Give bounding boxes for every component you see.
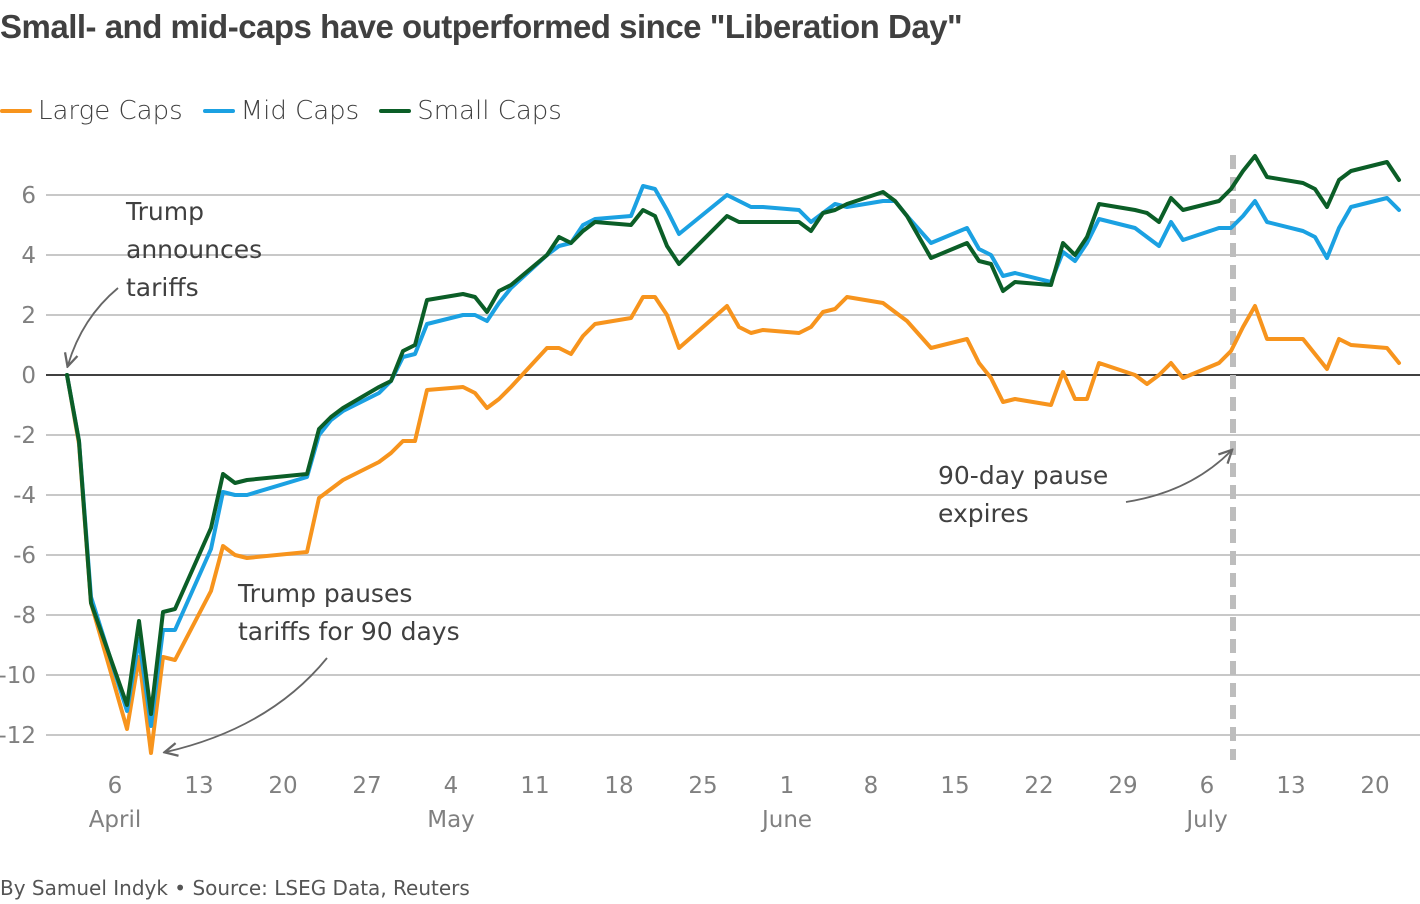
legend-label-mid-caps: Mid Caps xyxy=(240,96,360,126)
x-tick-label: 8 xyxy=(864,773,879,799)
y-tick-label: 4 xyxy=(21,243,36,269)
y-tick-label: 6 xyxy=(21,183,36,209)
annotation-text: Trump xyxy=(125,197,204,226)
series-line-small-caps xyxy=(65,154,1401,716)
legend-swatch-mid-caps xyxy=(202,109,235,113)
legend-item-mid-caps: Mid Caps xyxy=(202,96,360,126)
legend-item-large-caps: Large Caps xyxy=(0,96,183,126)
x-tick-label: 13 xyxy=(184,773,213,799)
x-tick-label: 27 xyxy=(352,773,381,799)
x-month-label: June xyxy=(760,807,812,833)
y-tick-label: -8 xyxy=(13,603,36,629)
y-tick-label: -6 xyxy=(13,543,36,569)
annotation-text: tariffs xyxy=(126,273,199,302)
arrow-announces-tariffs xyxy=(68,287,119,365)
y-tick-label: 2 xyxy=(21,303,36,329)
x-tick-label: 11 xyxy=(520,773,549,799)
x-tick-label: 20 xyxy=(1360,773,1389,799)
x-month-label: April xyxy=(89,807,142,833)
source-footer: By Samuel Indyk • Source: LSEG Data, Reu… xyxy=(0,876,470,900)
x-tick-label: 6 xyxy=(1200,773,1215,799)
x-tick-label: 25 xyxy=(688,773,717,799)
x-tick-label: 20 xyxy=(268,773,297,799)
x-tick-label: 6 xyxy=(108,773,123,799)
x-tick-label: 29 xyxy=(1108,773,1137,799)
y-tick-label: -2 xyxy=(13,423,36,449)
legend-item-small-caps: Small Caps xyxy=(379,96,562,126)
annotation-text: announces xyxy=(126,235,262,264)
legend-swatch-small-caps xyxy=(379,109,412,113)
series-lines xyxy=(65,154,1401,755)
legend-swatch-large-caps xyxy=(0,109,32,113)
gridlines xyxy=(46,194,1420,736)
annotation-text: tariffs for 90 days xyxy=(238,617,460,646)
x-month-label: May xyxy=(427,807,475,833)
arrow-pause-expires xyxy=(1125,451,1231,503)
annotation-text: Trump pauses xyxy=(237,579,412,608)
x-tick-label: 18 xyxy=(604,773,633,799)
annotations: Trump announces tariffs Trump pauses tariffs… xyxy=(68,197,1231,752)
x-tick-label: 13 xyxy=(1276,773,1305,799)
annotation-text: 90-day pause xyxy=(938,461,1108,490)
y-tick-label: -4 xyxy=(13,483,36,509)
x-tick-label: 4 xyxy=(444,773,459,799)
y-tick-label: -12 xyxy=(0,723,36,749)
x-axis-ticks: 6 April 13 20 27 4 May 11 18 25 1 June 8 15 22 29 6 July 1… xyxy=(89,773,1390,833)
legend: Large Caps Mid Caps Small Caps xyxy=(0,96,582,126)
legend-label-large-caps: Large Caps xyxy=(38,96,183,126)
x-month-label: July xyxy=(1184,807,1227,833)
legend-label-small-caps: Small Caps xyxy=(417,96,562,126)
y-tick-label: -10 xyxy=(0,663,36,689)
x-tick-label: 1 xyxy=(780,773,795,799)
x-tick-label: 15 xyxy=(940,773,969,799)
chart-title: Small- and mid-caps have outperformed si… xyxy=(0,8,963,45)
series-line-large-caps xyxy=(65,295,1401,755)
annotation-text: expires xyxy=(938,499,1029,528)
arrow-pauses-tariffs xyxy=(166,657,328,752)
y-tick-label: 0 xyxy=(21,363,36,389)
y-axis-ticks: 6 4 2 0 -2 -4 -6 -8 -10 -12 xyxy=(0,183,36,749)
x-tick-label: 22 xyxy=(1024,773,1053,799)
